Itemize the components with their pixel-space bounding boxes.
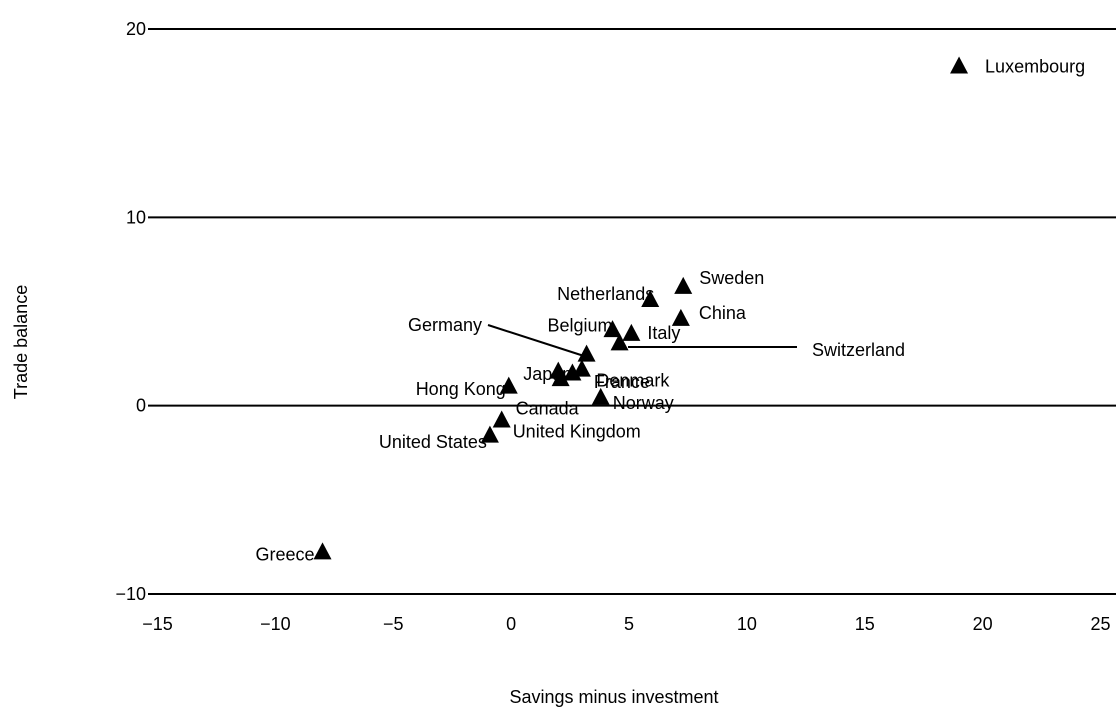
point-united-kingdom <box>492 410 511 428</box>
point-label-italy: Italy <box>647 323 680 343</box>
point-united-states <box>480 425 499 443</box>
point-sweden <box>674 276 693 294</box>
x-tick-label: 5 <box>624 614 634 634</box>
point-label-netherlands: Netherlands <box>557 284 654 304</box>
leader-line-germany <box>487 324 585 357</box>
point-label-greece: Greece <box>255 545 314 565</box>
point-netherlands <box>641 290 660 307</box>
point-greece <box>313 542 332 560</box>
y-axis-ticks: −10 0 10 20 <box>115 19 146 604</box>
point-label-hong-kong: Hong Kong <box>416 379 506 399</box>
y-tick-label: 0 <box>136 396 146 416</box>
x-axis-ticks: −15 −10 −5 0 5 10 15 20 25 <box>142 614 1110 634</box>
point-label-united-kingdom: United Kingdom <box>513 422 641 442</box>
point-label-sweden: Sweden <box>699 268 764 288</box>
y-tick-label: −10 <box>115 584 146 604</box>
y-tick-label: 10 <box>126 207 146 227</box>
gridlines <box>148 28 1116 595</box>
point-luxembourg <box>950 56 969 74</box>
x-tick-label: −15 <box>142 614 173 634</box>
point-switzerland <box>610 333 629 351</box>
point-belgium <box>603 320 622 338</box>
point-denmark <box>563 363 582 381</box>
x-tick-label: 0 <box>506 614 516 634</box>
point-label-switzerland: Switzerland <box>812 340 905 360</box>
x-tick-label: 20 <box>973 614 993 634</box>
point-norway <box>591 387 610 405</box>
point-label-germany: Germany <box>408 315 482 335</box>
x-tick-label: 25 <box>1090 614 1110 634</box>
x-tick-label: −5 <box>383 614 404 634</box>
point-china <box>671 308 690 326</box>
y-axis-title: Trade balance <box>11 285 31 399</box>
point-labels: Luxembourg Sweden Netherlands China Belgium I… <box>255 57 1085 565</box>
data-points <box>313 56 969 560</box>
point-hong-kong <box>499 376 518 394</box>
x-tick-label: 15 <box>855 614 875 634</box>
leader-lines <box>487 324 797 357</box>
point-label-luxembourg: Luxembourg <box>985 57 1085 77</box>
y-tick-label: 20 <box>126 19 146 39</box>
point-label-china: China <box>699 303 747 323</box>
point-label-denmark: Denmark <box>596 371 670 391</box>
x-tick-label: 10 <box>737 614 757 634</box>
point-label-france: France <box>594 372 650 392</box>
point-france <box>572 359 591 377</box>
point-label-canada: Canada <box>516 398 580 418</box>
x-tick-label: −10 <box>260 614 291 634</box>
point-italy <box>622 323 641 341</box>
point-label-japan: Japan <box>523 364 572 384</box>
point-label-belgium: Belgium <box>547 315 612 335</box>
point-label-norway: Norway <box>613 393 674 413</box>
x-axis-title: Savings minus investment <box>509 687 718 707</box>
point-germany <box>577 344 596 362</box>
point-canada <box>551 369 570 387</box>
point-label-united-states: United States <box>379 432 487 452</box>
